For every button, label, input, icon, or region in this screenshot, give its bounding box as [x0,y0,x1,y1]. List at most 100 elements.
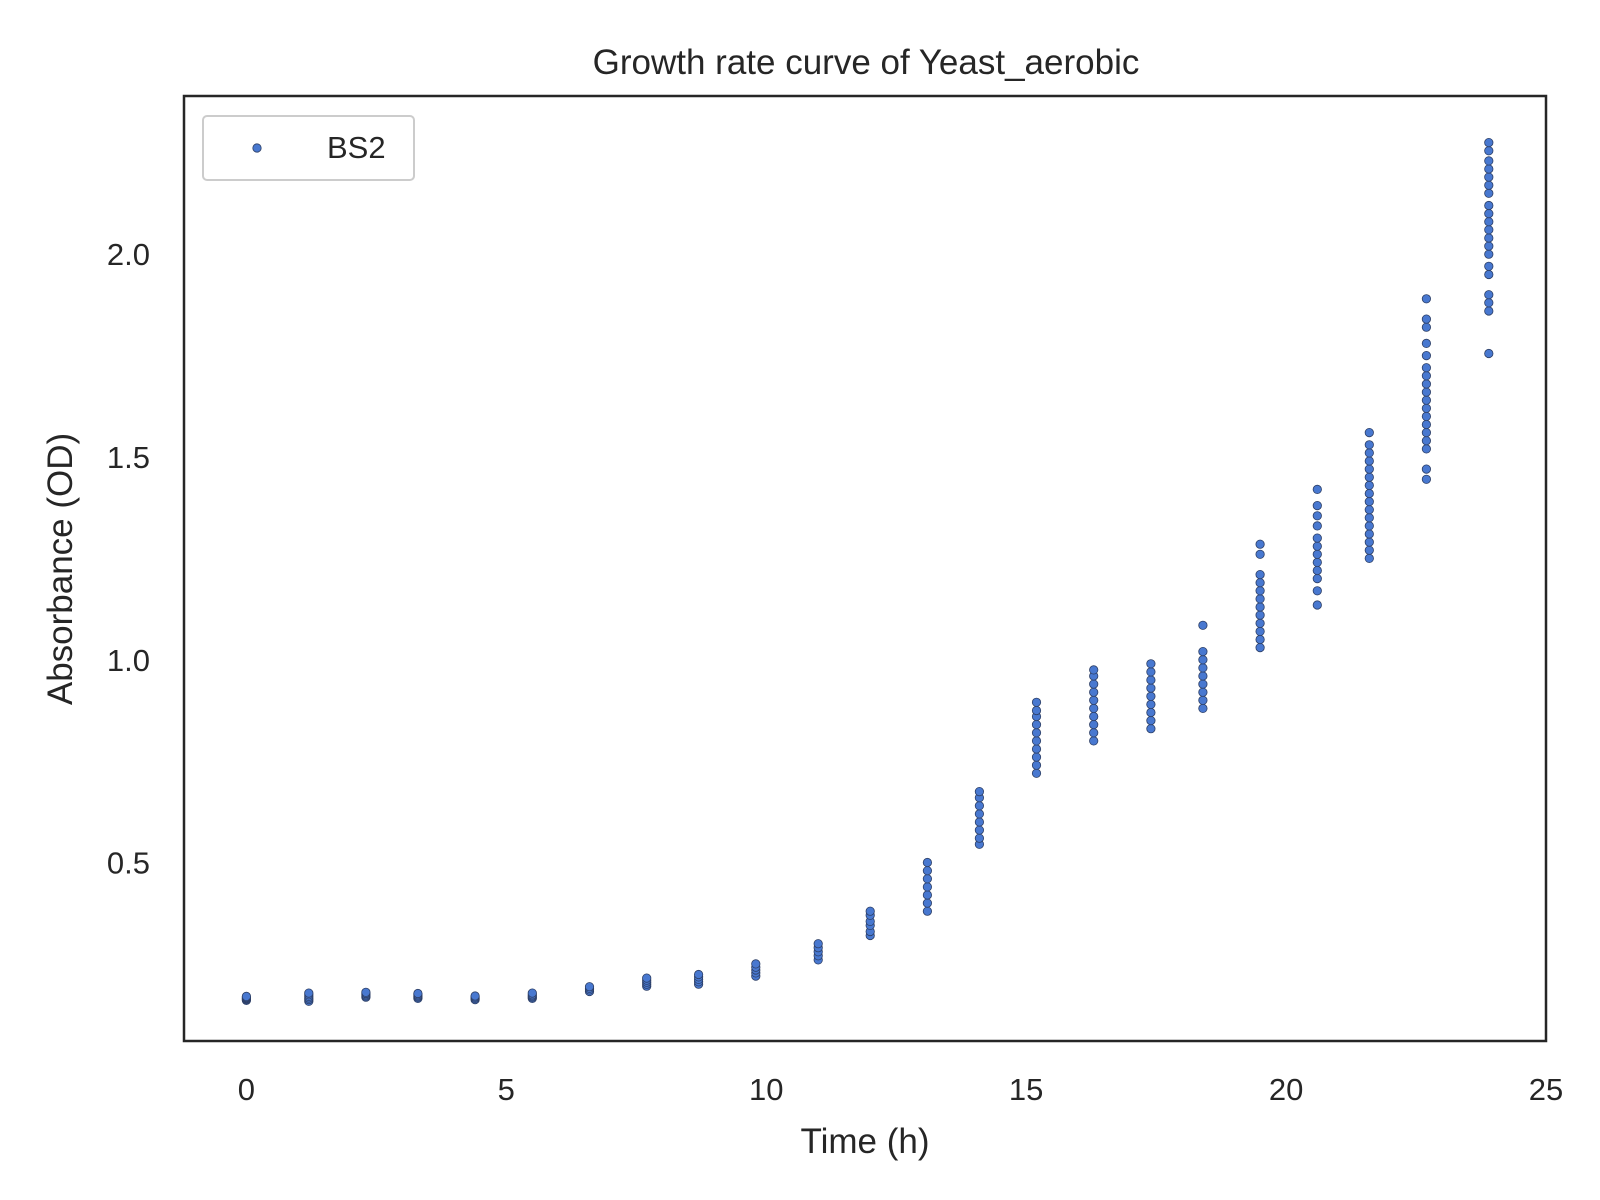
data-point [1421,294,1432,304]
data-point [1421,444,1432,454]
data-point [865,906,875,916]
data-point [1198,646,1208,657]
data-point [1198,671,1208,681]
data-point [1364,427,1374,438]
data-point [1312,500,1322,511]
legend-box [202,115,415,181]
data-point [1364,521,1374,531]
data-point [1312,511,1322,521]
data-point [1364,496,1374,507]
data-point [1255,539,1265,549]
data-point [1146,724,1156,734]
y-tick-label: 0.5 [107,846,150,881]
y-axis-label: Absorbance (OD) [41,433,80,705]
data-point [1312,541,1322,551]
x-axis-label: Time (h) [801,1122,930,1161]
data-point [1255,634,1265,645]
data-point [1484,298,1494,308]
data-point [1484,348,1494,359]
data-point [1031,705,1042,716]
data-point [1146,715,1156,726]
data-point [1089,695,1099,705]
data-point [922,890,933,900]
data-point [1312,557,1322,568]
data-point [974,801,985,811]
data-point [1364,456,1374,466]
data-point [1089,665,1099,675]
data-point [413,988,423,999]
data-point [1484,172,1494,182]
y-tick-labels: 0.5 1.0 1.5 2.0 [107,237,150,880]
data-point [1089,728,1099,738]
data-point [1421,387,1432,397]
data-point [1312,573,1322,584]
data-point [1484,225,1494,235]
data-point [1421,395,1432,405]
data-point [1421,427,1432,438]
data-point [1364,464,1374,474]
data-point [1484,217,1494,227]
chart-title: Growth rate curve of Yeast_aerobic [593,43,1140,82]
data-point [527,988,537,998]
data-point [922,866,933,876]
data-point [1421,464,1432,474]
data-point [1484,180,1494,190]
data-point [642,973,652,983]
data-point [1312,565,1322,576]
legend-label-bs2: BS2 [327,130,386,165]
data-point [1089,736,1099,746]
data-point [1031,728,1042,738]
data-point [1146,675,1156,685]
data-point [1089,687,1099,697]
data-point [1089,703,1099,714]
data-point [470,991,480,1001]
data-point [1484,156,1494,166]
data-point [1198,687,1208,697]
data-point [1421,379,1432,389]
x-tick-label: 25 [1529,1072,1563,1107]
data-point [1421,363,1432,373]
data-point [1421,350,1432,361]
data-point [1484,188,1494,198]
data-point [1421,322,1432,332]
data-point [1255,569,1265,580]
data-point [1364,537,1374,547]
data-point [1198,620,1208,630]
data-point [1031,719,1042,730]
data-point [813,939,823,949]
data-point [1364,529,1374,539]
data-point [241,991,251,1002]
data-point [1484,306,1494,316]
data-point [304,988,314,998]
data-point [922,874,933,884]
data-point [1421,403,1432,413]
data-point [693,969,704,980]
data-point [1484,269,1494,280]
data-point [751,959,761,969]
data-point [1031,744,1042,754]
data-point [1255,549,1265,559]
data-point [1484,261,1494,271]
x-tick-label: 10 [749,1072,783,1107]
data-point [1312,484,1322,494]
data-point [1421,436,1432,446]
data-point [1364,545,1374,555]
data-point [1364,472,1374,482]
data-point [1146,659,1156,669]
data-point [1484,233,1494,243]
data-point [1421,314,1432,324]
data-point [1484,241,1494,251]
legend-marker [252,143,262,153]
data-point [1421,474,1432,484]
plot-frame [182,94,1548,1043]
data-point [1484,249,1494,259]
data-point [974,786,985,797]
data-point [1364,448,1374,458]
data-point [1364,513,1374,523]
x-tick-label: 15 [1009,1072,1043,1107]
data-point [1312,600,1322,610]
data-point [1312,586,1322,596]
data-point [1031,752,1042,762]
